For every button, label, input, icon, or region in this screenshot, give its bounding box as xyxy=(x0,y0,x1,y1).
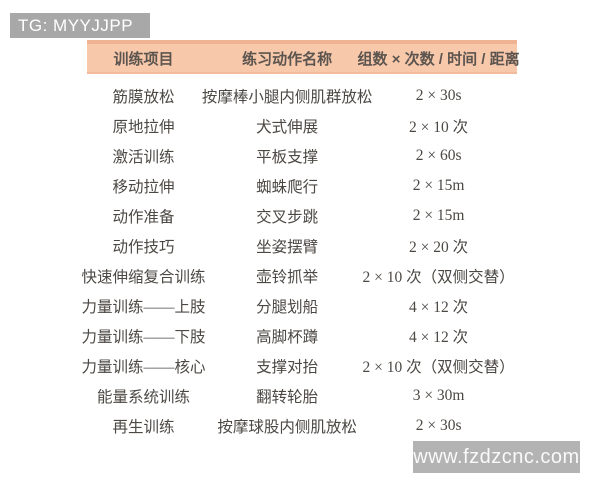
cell-item: 移动拉伸 xyxy=(112,179,175,196)
cell-exercise: 高脚杯蹲 xyxy=(256,329,319,346)
table-row: 力量训练——下肢 高脚杯蹲 4 × 12 次 xyxy=(81,321,517,351)
cell-exercise: 平板支撑 xyxy=(256,149,319,166)
cell-volume: 2 × 10 次 xyxy=(409,119,469,136)
cell-volume: 2 × 15m xyxy=(412,177,465,194)
table-row: 力量训练——上肢 分腿划船 4 × 12 次 xyxy=(81,291,517,321)
cell-exercise: 按摩球股内侧肌放松 xyxy=(217,419,357,436)
cell-item: 动作技巧 xyxy=(112,239,175,256)
site-watermark: www.fzdzcnc.com xyxy=(413,441,580,473)
cell-exercise: 按摩棒小腿内侧肌群放松 xyxy=(201,89,373,106)
table-row: 筋膜放松 按摩棒小腿内侧肌群放松 2 × 30s xyxy=(87,81,517,111)
table-row: 动作技巧 坐姿摆臂 2 × 20 次 xyxy=(87,231,517,261)
tg-badge: TG: MYYJJPP xyxy=(10,13,150,38)
cell-item: 再生训练 xyxy=(112,419,175,436)
cell-volume: 2 × 30s xyxy=(415,417,462,434)
cell-volume: 2 × 15m xyxy=(412,207,465,224)
cell-item: 力量训练——上肢 xyxy=(81,299,206,316)
cell-volume: 2 × 30s xyxy=(415,87,462,104)
cell-item: 筋膜放松 xyxy=(112,89,175,106)
cell-item: 动作准备 xyxy=(112,209,175,226)
table-row: 动作准备 交叉步跳 2 × 15m xyxy=(87,201,517,231)
cell-exercise: 坐姿摆臂 xyxy=(256,239,319,256)
training-table: 训练项目 练习动作名称 组数 × 次数 / 时间 / 距离 筋膜放松 按摩棒小腿内… xyxy=(81,40,520,441)
cell-exercise: 壶铃抓举 xyxy=(256,269,319,286)
header-exercise-name: 练习动作名称 xyxy=(242,50,333,68)
cell-exercise: 翻转轮胎 xyxy=(256,389,319,406)
table-row: 力量训练——核心 支撑对抬 2 × 10 次（双侧交替） xyxy=(81,351,517,381)
cell-item: 力量训练——核心 xyxy=(81,359,206,376)
cell-volume: 2 × 10 次（双侧交替） xyxy=(362,269,515,286)
cell-volume: 4 × 12 次 xyxy=(409,299,469,316)
cell-volume: 2 × 60s xyxy=(415,147,462,164)
cell-volume: 4 × 12 次 xyxy=(409,329,469,346)
table-body: 筋膜放松 按摩棒小腿内侧肌群放松 2 × 30s 原地拉伸 犬式伸展 2 × 10 次激活… xyxy=(81,74,517,441)
cell-item: 激活训练 xyxy=(112,149,175,166)
table-row: 激活训练 平板支撑 2 × 60s xyxy=(87,141,517,171)
cell-item: 快速伸缩复合训练 xyxy=(81,269,206,286)
cell-volume: 2 × 10 次（双侧交替） xyxy=(362,359,515,376)
cell-exercise: 交叉步跳 xyxy=(256,209,319,226)
cell-volume: 3 × 30m xyxy=(412,387,465,404)
header-training-item: 训练项目 xyxy=(113,50,174,68)
cell-volume: 2 × 20 次 xyxy=(409,239,469,256)
header-sets-reps-time-distance: 组数 × 次数 / 时间 / 距离 xyxy=(357,50,520,68)
table-header-row: 训练项目 练习动作名称 组数 × 次数 / 时间 / 距离 xyxy=(87,40,520,74)
table-row: 能量系统训练 翻转轮胎 3 × 30m xyxy=(87,381,517,411)
cell-exercise: 犬式伸展 xyxy=(256,119,319,136)
table-row: 移动拉伸 蜘蛛爬行 2 × 15m xyxy=(87,171,517,201)
cell-exercise: 蜘蛛爬行 xyxy=(256,179,319,196)
table-row: 快速伸缩复合训练 壶铃抓举 2 × 10 次（双侧交替） xyxy=(81,261,517,291)
cell-item: 能量系统训练 xyxy=(97,389,191,406)
cell-exercise: 支撑对抬 xyxy=(256,359,319,376)
cell-item: 原地拉伸 xyxy=(112,119,175,136)
table-row: 再生训练 按摩球股内侧肌放松 2 × 30s xyxy=(87,411,517,441)
table-row: 原地拉伸 犬式伸展 2 × 10 次 xyxy=(87,111,517,141)
cell-exercise: 分腿划船 xyxy=(256,299,319,316)
cell-item: 力量训练——下肢 xyxy=(81,329,206,346)
